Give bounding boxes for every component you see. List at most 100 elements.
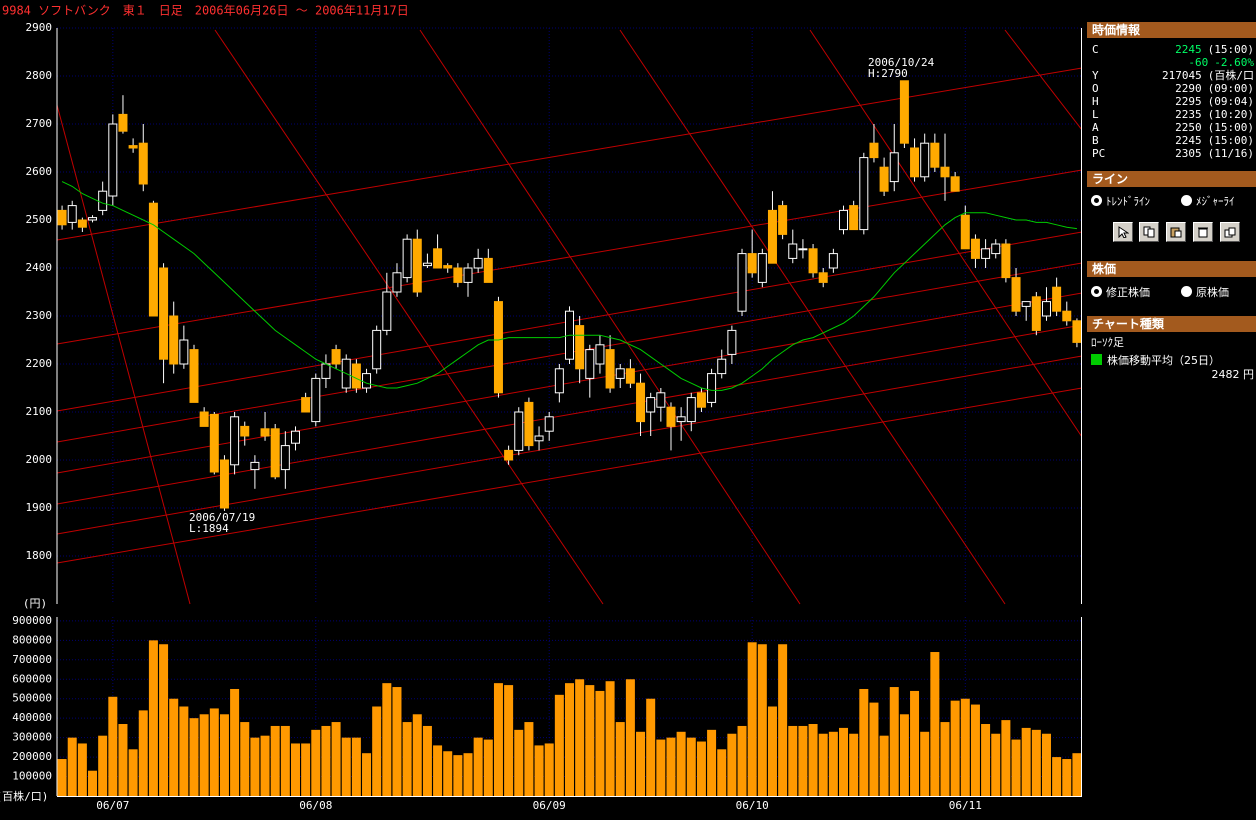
volume-bar <box>565 683 574 796</box>
candle-body <box>230 416 240 466</box>
candle-body <box>767 209 777 264</box>
side-panel: 時価情報 C 2245 (15:00) -60 -2.60% Y 217045 (百株/口 O 2… <box>1087 0 1256 820</box>
candle-body <box>717 358 727 375</box>
x-tick-label: 06/07 <box>96 799 129 812</box>
legend-label: 株価移動平均（25日） <box>1107 354 1220 367</box>
candle-body <box>828 253 838 269</box>
y-tick-label: 600000 <box>12 672 52 685</box>
y-tick-label: 800000 <box>12 633 52 646</box>
paste-button[interactable] <box>1166 222 1186 242</box>
y-tick-label: 2000 <box>26 453 53 466</box>
option-label: 原株価 <box>1196 286 1229 299</box>
candle-body <box>433 248 443 269</box>
candle-body <box>290 430 300 444</box>
quote-value: 2245 <box>1175 134 1202 147</box>
volume-bar <box>392 687 402 796</box>
y-tick-label: 2900 <box>26 21 53 34</box>
candle-body <box>869 142 879 159</box>
quote-row: L 2235 (10:20) <box>1092 108 1254 121</box>
candle-body <box>1031 296 1041 331</box>
volume-bar <box>1062 759 1072 796</box>
volume-bar <box>179 706 189 796</box>
volume-bar <box>148 640 158 796</box>
quote-note: (09:00) <box>1207 82 1254 95</box>
delete-all-button[interactable] <box>1220 222 1240 242</box>
marks: 1800 1900 2000 2100 2200 2300 2400 2500 2600 2700… <box>12 21 1082 812</box>
candle-body <box>351 363 361 389</box>
candle-body <box>199 411 209 427</box>
candle-body <box>534 435 544 442</box>
candle-body <box>605 349 615 389</box>
annotation-date: 2006/10/24 <box>868 56 935 69</box>
price-unit: (円) <box>23 597 47 610</box>
quote-row: B 2245 (15:00) <box>1092 134 1254 147</box>
volume-bar <box>1001 720 1011 796</box>
volume-bar <box>250 737 260 796</box>
pointer-button[interactable] <box>1113 222 1133 242</box>
candle-body <box>219 459 229 509</box>
volume-bar <box>646 698 656 796</box>
candle-body <box>747 253 757 274</box>
volume-bar <box>595 690 605 796</box>
delete-button[interactable] <box>1193 222 1213 242</box>
volume-bar <box>910 690 920 796</box>
candle-body <box>98 190 108 211</box>
candle-body <box>595 344 605 365</box>
chart-title: 9984 ソフトバンク 東１ 日足 2006年06月26日 〜 2006年11月… <box>2 4 409 18</box>
volume-bar <box>270 725 280 796</box>
candle-body <box>422 262 432 267</box>
volume-bar <box>219 714 229 796</box>
candle-body <box>899 80 909 144</box>
quote-row: A 2250 (15:00) <box>1092 121 1254 134</box>
copy-button[interactable] <box>1139 222 1159 242</box>
candle-body <box>138 142 148 185</box>
volume-bar <box>808 724 818 796</box>
candle-body <box>676 416 686 423</box>
volume-bar <box>108 696 118 796</box>
trend-line <box>56 104 191 605</box>
y-tick-label: 700000 <box>12 653 52 666</box>
candle-body <box>544 416 554 432</box>
volume-bar <box>1031 729 1041 796</box>
quote-value-group: 2245 (15:00) <box>1175 43 1254 56</box>
quote-row: Y 217045 (百株/口 <box>1092 69 1254 82</box>
quote-value-group: 2250 (15:00) <box>1175 121 1254 134</box>
quote-value-group: 217045 (百株/口 <box>1162 69 1254 82</box>
x-tick-label: 06/10 <box>736 799 769 812</box>
volume-bar <box>463 753 473 796</box>
y-tick-label: 1800 <box>26 549 53 562</box>
y-tick-label: 200000 <box>12 750 52 763</box>
radio-option[interactable]: 修正株価 <box>1091 286 1150 300</box>
volume-bar <box>1011 739 1021 796</box>
volume-bar <box>422 725 432 796</box>
trend-line <box>1004 29 1082 131</box>
volume-bar <box>585 685 595 796</box>
volume-bar <box>199 714 209 796</box>
legend-swatch <box>1091 354 1102 365</box>
radio-option[interactable]: 原株価 <box>1181 286 1229 300</box>
volume-bar <box>757 644 767 796</box>
quote-label: L <box>1092 108 1099 121</box>
quote-row: PC 2305 (11/16) <box>1092 147 1254 160</box>
radio-option[interactable]: ﾒｼﾞｬｰﾗｲ <box>1181 195 1235 209</box>
trend-line <box>56 169 1082 345</box>
volume-bar <box>1072 753 1082 796</box>
volume-bar <box>727 733 737 796</box>
quote-row: H 2295 (09:04) <box>1092 95 1254 108</box>
volume-bar <box>767 706 777 796</box>
volume-bar <box>524 722 534 796</box>
quote-value-group: 2245 (15:00) <box>1175 134 1254 147</box>
volume-bar <box>443 751 453 796</box>
volume-bar <box>696 741 706 796</box>
volume-bar <box>839 727 849 796</box>
volume-bar <box>159 644 169 796</box>
quote-label: PC <box>1092 147 1106 160</box>
y-tick-label: 1900 <box>26 501 53 514</box>
candle-body <box>696 392 706 408</box>
volume-bar <box>636 731 646 796</box>
candle-body <box>240 425 250 437</box>
radio-option[interactable]: ﾄﾚﾝﾄﾞﾗｲﾝ <box>1091 195 1150 209</box>
volume-bar <box>575 679 585 796</box>
trend-line <box>56 292 1082 474</box>
volume-bar <box>534 745 544 796</box>
